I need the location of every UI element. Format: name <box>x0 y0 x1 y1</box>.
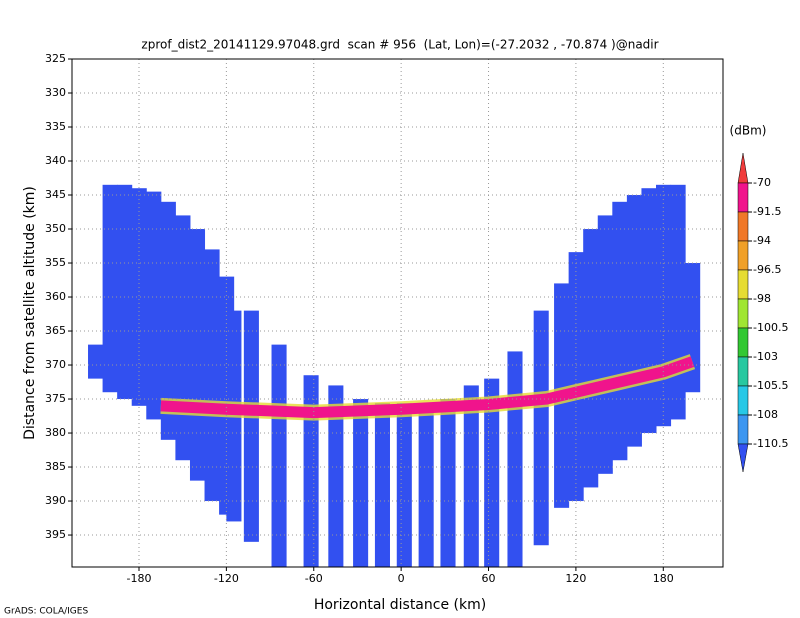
colorbar-label: -94 <box>753 234 771 247</box>
swath-column <box>374 403 390 567</box>
swath-column <box>685 263 701 393</box>
y-tick-label: 365 <box>45 324 66 337</box>
colorbar-triangle <box>737 152 749 184</box>
colorbar-label: -105.5 <box>753 379 788 392</box>
swath-column <box>204 249 220 502</box>
x-tick-label: 120 <box>565 572 586 585</box>
y-tick-label: 360 <box>45 290 66 303</box>
swath-column <box>612 201 628 461</box>
colorbar-segment <box>737 240 749 271</box>
y-axis-label: Distance from satellite altitude (km) <box>22 186 38 440</box>
swath-column <box>597 215 613 474</box>
y-tick-label: 370 <box>45 358 66 371</box>
y-tick-label: 375 <box>45 392 66 405</box>
y-tick-label: 385 <box>45 460 66 473</box>
colorbar-label: -96.5 <box>753 263 781 276</box>
swath-column <box>88 344 104 379</box>
x-axis-label: Horizontal distance (km) <box>314 597 486 613</box>
x-tick-label: -120 <box>214 572 239 585</box>
swath-column <box>189 229 206 481</box>
swath-column <box>175 215 191 461</box>
colorbar-segment <box>737 414 749 445</box>
swath-column <box>656 184 672 427</box>
swath-column <box>243 310 259 542</box>
swath-column <box>303 375 319 567</box>
colorbar-segment <box>737 298 749 329</box>
colorbar-label: -100.5 <box>753 321 788 334</box>
y-tick-label: 325 <box>45 52 66 65</box>
swath-column <box>396 403 412 567</box>
colorbar-label: -91.5 <box>753 205 781 218</box>
x-tick-label: -180 <box>127 572 152 585</box>
x-tick-label: 180 <box>653 572 674 585</box>
x-tick-label: 60 <box>482 572 496 585</box>
swath-column <box>463 385 479 567</box>
y-tick-label: 380 <box>45 426 66 439</box>
swath-column <box>117 184 133 400</box>
y-tick-label: 340 <box>45 154 66 167</box>
swath-column <box>146 191 162 420</box>
y-tick-label: 345 <box>45 188 66 201</box>
swath-column <box>160 201 176 440</box>
y-tick-label: 390 <box>45 494 66 507</box>
colorbar-segment <box>737 182 749 213</box>
credit: GrADS: COLA/IGES <box>4 607 88 617</box>
plot-frame <box>71 58 724 568</box>
swath-column <box>271 344 287 567</box>
swath-column <box>418 405 434 567</box>
swath-column <box>440 399 456 567</box>
swath-column <box>568 252 584 502</box>
colorbar-segment <box>737 327 749 358</box>
swath-column <box>484 378 500 567</box>
swath-column <box>583 229 599 488</box>
x-tick-label: 0 <box>398 572 405 585</box>
swath-column <box>641 188 657 434</box>
swath-column <box>626 195 642 447</box>
swath-column <box>670 184 686 420</box>
y-tick-label: 355 <box>45 256 66 269</box>
colorbar-label: -103 <box>753 350 778 363</box>
y-tick-label: 395 <box>45 528 66 541</box>
surface-echo <box>160 356 695 419</box>
swath-column <box>353 399 369 567</box>
colorbar-triangle <box>737 443 749 473</box>
swath-column <box>328 385 344 567</box>
y-tick-label: 335 <box>45 120 66 133</box>
y-tick-label: 350 <box>45 222 66 235</box>
colorbar-unit: (dBm) <box>730 124 767 138</box>
colorbar-label: -108 <box>753 408 778 421</box>
chart-title: zprof_dist2_20141129.97048.grd scan # 95… <box>141 38 658 52</box>
colorbar-segment <box>737 356 749 387</box>
colorbar-segment <box>737 269 749 300</box>
colorbar-label: -70 <box>753 176 771 189</box>
x-tick-label: -60 <box>305 572 323 585</box>
colorbar-label: -98 <box>753 292 771 305</box>
y-tick-label: 330 <box>45 86 66 99</box>
colorbar-segment <box>737 385 749 416</box>
colorbar-segment <box>737 211 749 242</box>
colorbar-label: -110.5 <box>753 437 788 450</box>
swath-column <box>102 184 118 393</box>
swath-column <box>131 188 147 406</box>
swath-column <box>533 310 549 546</box>
